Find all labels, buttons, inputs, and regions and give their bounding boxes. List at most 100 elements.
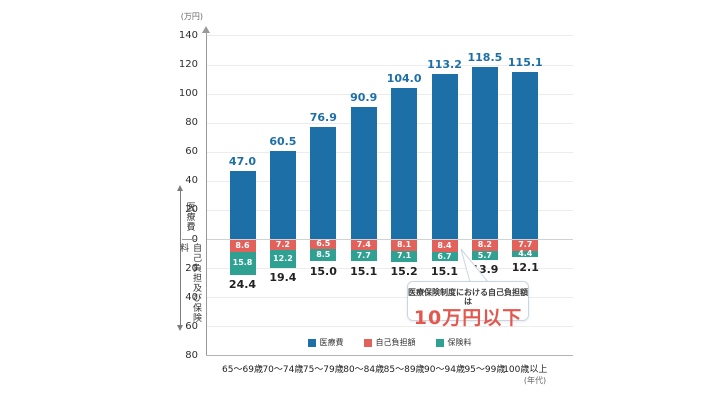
bar-total-below: 15.0 [309, 264, 337, 278]
bar-medical-cost [512, 71, 539, 239]
gridline [207, 93, 573, 95]
bar-premium: 8.5 [310, 248, 337, 262]
bar-self-pay: 7.2 [269, 239, 296, 250]
bracket-separator [182, 239, 196, 240]
gridline [207, 180, 573, 182]
bar-medical-cost [229, 170, 256, 239]
gridline [207, 64, 573, 66]
bar-value-self-pay: 7.4 [356, 239, 371, 249]
y-axis-tick-label: 60 [185, 320, 198, 332]
x-axis-category-label: 100歳以上 [503, 365, 548, 375]
bar-self-pay: 8.2 [471, 239, 498, 252]
y-axis-tick-label: 40 [185, 291, 198, 303]
x-axis-unit-label: (年代) [523, 376, 547, 385]
bar-value-self-pay: 8.4 [437, 240, 452, 250]
y-axis-tick-label: 100 [178, 88, 198, 100]
callout-value: 10万円以下 [413, 307, 523, 329]
bracket-arrow-up-icon [177, 185, 183, 191]
bar-value-medical-cost: 115.1 [507, 55, 543, 69]
legend-label: 保険料 [447, 338, 472, 347]
bar-medical-cost [471, 66, 498, 239]
axis-group-label-medical-cost: 医療費 [184, 202, 195, 232]
bar-total-below: 15.1 [430, 264, 459, 278]
gridline [207, 326, 573, 328]
bar-premium: 6.7 [431, 251, 458, 262]
bar-value-premium: 5.7 [477, 250, 492, 260]
gridline [207, 35, 573, 37]
legend: 医療費 自己負担額 保険料 [206, 337, 573, 348]
bar-self-pay: 7.4 [350, 239, 377, 251]
gridline [207, 151, 573, 153]
bar-value-self-pay: 7.7 [518, 240, 533, 250]
y-axis-tick-label: 20 [185, 204, 198, 216]
bar-premium: 15.8 [229, 252, 256, 275]
y-axis-arrow-icon [202, 26, 210, 33]
bar-medical-cost [269, 151, 296, 239]
y-axis-unit-label: (万円) [180, 12, 203, 21]
legend-swatch [307, 338, 316, 347]
bar-total-below: 15.2 [390, 265, 418, 279]
y-axis-tick-label: 20 [185, 262, 198, 274]
bar-total-below: 12.1 [511, 260, 539, 274]
bar-medical-cost [391, 87, 418, 239]
gridline [207, 297, 573, 299]
y-axis-tick-label: 40 [185, 175, 198, 187]
bar-value-medical-cost: 104.0 [386, 71, 422, 85]
bar-value-self-pay: 8.6 [235, 240, 250, 250]
bar-value-self-pay: 7.2 [275, 239, 290, 249]
callout-box: 医療保険制度における自己負担額は 10万円以下 [407, 281, 529, 328]
bar-value-premium: 7.7 [356, 250, 371, 260]
gridline [207, 209, 573, 211]
y-axis-tick-label: 140 [178, 29, 198, 41]
x-axis-category-label: 90〜94歳 [424, 365, 465, 375]
legend-label: 自己負担額 [375, 338, 416, 347]
bar-value-medical-cost: 113.2 [427, 58, 462, 72]
bar-value-medical-cost: 47.0 [228, 154, 257, 168]
gridline [207, 122, 573, 124]
bar-premium: 7.7 [350, 250, 377, 262]
y-axis-line [206, 31, 207, 355]
legend-swatch [435, 338, 444, 347]
x-axis-category-label: 80〜84歳 [343, 365, 385, 375]
bar-value-premium: 7.1 [397, 251, 412, 261]
bar-value-medical-cost: 60.5 [269, 135, 297, 149]
legend-item: 保険料 [435, 337, 472, 348]
bar-premium: 4.4 [512, 248, 539, 258]
x-axis-category-label: 70〜74歳 [262, 365, 304, 375]
y-axis-tick-label: 80 [185, 117, 198, 129]
axis-group-label-self-pay-premium: 自己負担及び保険料 [178, 243, 201, 323]
bar-value-medical-cost: 90.9 [350, 90, 378, 104]
bar-medical-cost [431, 74, 458, 239]
bar-self-pay: 8.1 [391, 239, 418, 252]
bar-total-below: 19.4 [269, 271, 297, 285]
gridline [207, 268, 573, 270]
bar-value-medical-cost: 118.5 [467, 50, 503, 64]
bar-self-pay: 7.7 [512, 239, 539, 251]
bar-self-pay: 8.6 [229, 239, 256, 252]
callout-text: 医療保険制度における自己負担額は [408, 288, 528, 306]
x-axis-line [206, 355, 573, 357]
bar-value-premium: 6.7 [437, 251, 452, 261]
y-axis-tick-label: 60 [185, 146, 198, 158]
legend-swatch [363, 338, 372, 347]
bar-value-premium: 8.5 [316, 250, 331, 260]
bar-value-medical-cost: 76.9 [309, 111, 337, 125]
y-axis-tick-label: 80 [185, 349, 198, 361]
x-axis-category-label: 65〜69歳 [222, 365, 263, 375]
bar-value-self-pay: 6.5 [316, 239, 331, 249]
bar-premium: 12.2 [269, 249, 296, 268]
bar-medical-cost [310, 127, 337, 239]
x-axis-category-label: 95〜99歳 [464, 365, 506, 375]
bar-value-self-pay: 8.1 [397, 240, 412, 250]
bar-value-premium: 4.4 [518, 248, 533, 258]
x-axis-category-label: 75〜79歳 [302, 365, 344, 375]
bracket-arrow-down-icon [177, 325, 183, 331]
bar-premium: 7.1 [391, 251, 418, 262]
bar-value-premium: 15.8 [232, 258, 253, 268]
bar-medical-cost [350, 106, 377, 239]
bar-value-premium: 12.2 [273, 253, 293, 263]
bar-total-below: 24.4 [228, 278, 257, 292]
bar-total-below: 15.1 [350, 264, 378, 278]
axis-bracket-line [180, 190, 181, 326]
